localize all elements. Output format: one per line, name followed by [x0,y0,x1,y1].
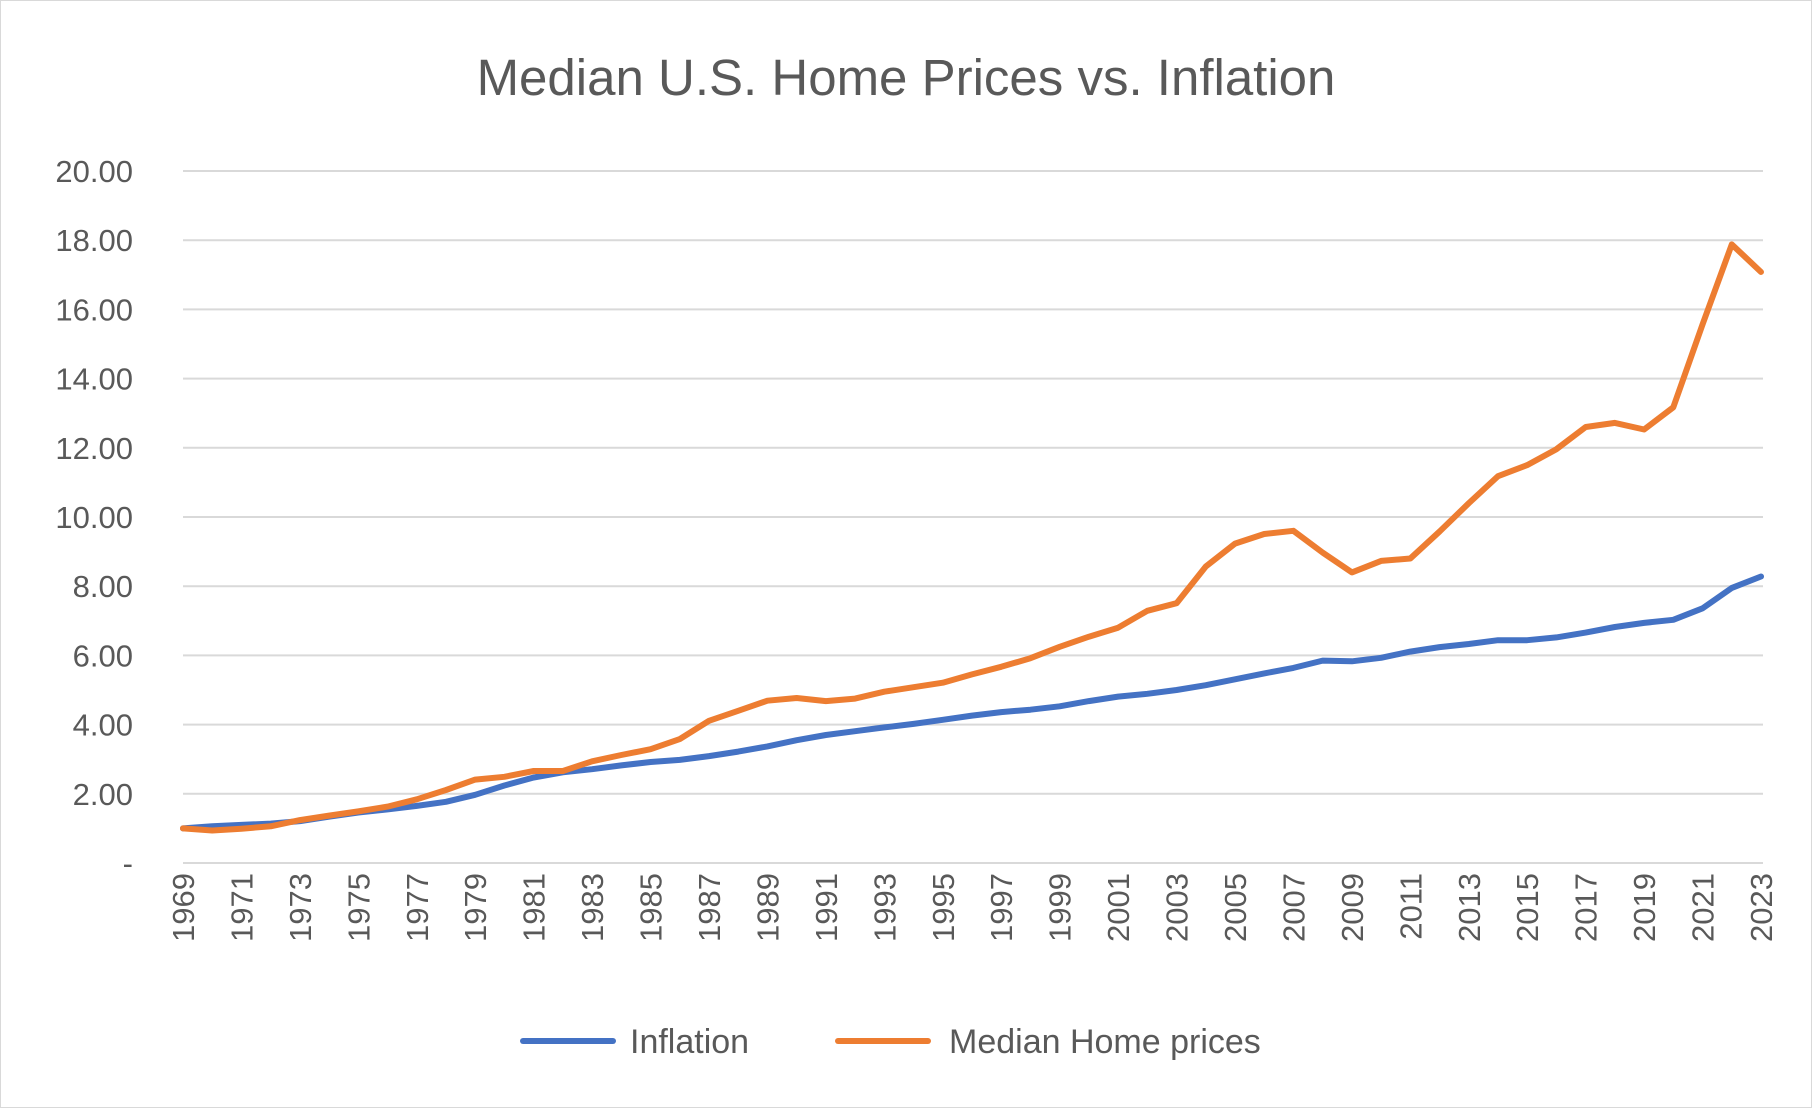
y-tick-label: 8.00 [73,569,133,604]
legend: Inflation Median Home prices [520,1023,1261,1061]
x-tick-label: 1993 [867,873,902,942]
series-line-median-home-prices [180,241,1764,834]
x-tick-label: 1985 [634,873,669,942]
x-tick-label: 2009 [1335,873,1370,942]
x-tick-label: 2001 [1101,873,1136,942]
x-tick-label: 2011 [1393,873,1428,940]
x-tick-label: 2021 [1686,873,1721,942]
y-tick-label: 18.00 [55,223,133,258]
x-tick-label: 1977 [400,873,435,942]
series-lines [180,241,1764,834]
x-tick-label: 1981 [517,873,552,942]
x-tick-label: 2005 [1218,873,1253,942]
series-line-inflation [180,573,1764,832]
x-tick-label: 2017 [1569,873,1604,942]
x-tick-label: 1971 [224,873,259,942]
x-tick-label: 1997 [984,873,1019,942]
y-tick-label: 4.00 [73,708,133,743]
x-tick-label: 1999 [1043,873,1078,942]
x-tick-label: 2013 [1452,873,1487,942]
y-tick-label: 16.00 [55,292,133,327]
y-axis-tick-labels: - 2.00 4.00 6.00 8.00 10.00 12.00 14.00 16.00 18.… [55,154,133,881]
x-tick-label: 2023 [1744,873,1779,942]
x-tick-label: 2015 [1510,873,1545,942]
x-tick-label: 1989 [750,873,785,942]
x-tick-label: 1987 [692,873,727,942]
chart-title: Median U.S. Home Prices vs. Inflation [477,49,1336,106]
x-tick-label: 1973 [283,873,318,942]
x-tick-label: 2019 [1627,873,1662,942]
y-tick-label: 10.00 [55,500,133,535]
x-tick-label: 1983 [575,873,610,942]
y-tick-label: 14.00 [55,362,133,397]
y-tick-label: 2.00 [73,777,133,812]
x-tick-label: 2003 [1160,873,1195,942]
gridlines [183,170,1763,795]
legend-label: Median Home prices [949,1023,1261,1061]
y-tick-label: - [123,846,133,881]
legend-label: Inflation [630,1023,749,1061]
x-tick-label: 1975 [341,873,376,942]
x-tick-label: 1979 [458,873,493,942]
x-tick-label: 1991 [809,873,844,942]
y-tick-label: 12.00 [55,431,133,466]
x-tick-label: 2007 [1276,873,1311,942]
x-tick-label: 1995 [926,873,961,942]
x-tick-label: 1969 [166,873,201,942]
y-tick-label: 6.00 [73,638,133,673]
y-tick-label: 20.00 [55,154,133,189]
x-axis-tick-labels: 1969 1971 1973 1975 1977 1979 1981 1983 1985 1987… [166,873,1779,942]
